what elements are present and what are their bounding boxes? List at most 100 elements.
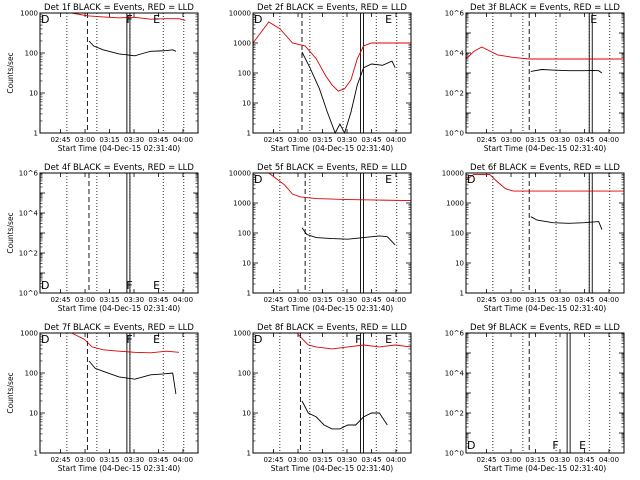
marker-e: E [385,13,392,26]
x-tick-label: 04:00 [599,456,619,464]
y-axis-label: Counts/sec [6,372,15,413]
x-tick-label: 04:00 [173,136,193,144]
x-tick-label: 03:30 [337,136,357,144]
y-tick-label: 100 [25,50,38,58]
y-tick-label: 10^2 [445,90,464,98]
x-tick-label: 03:45 [361,136,381,144]
marker-d: D [254,333,262,346]
x-tick-label: 03:15 [312,456,332,464]
x-tick-label: 03:30 [550,136,570,144]
y-tick-label: 10^2 [19,250,38,258]
y-tick-label: 1 [34,450,38,458]
x-tick-label: 03:45 [574,296,594,304]
panel-3: Det 3f BLACK = Events, RED = LLD 10^0 10^2… [445,3,625,153]
x-tick-label: 03:00 [501,456,521,464]
x-tick-label: 03:45 [361,456,381,464]
panel-4: Det 4f BLACK = Events, RED = LLD 10^0 10^2… [6,163,199,313]
y-tick-label: 100 [25,370,38,378]
marker-d: D [467,439,475,452]
y-tick-label: 10 [242,410,251,418]
x-axis-label: Start Time (04-Dec-15 02:31:40) [271,464,393,473]
x-tick-label: 02:45 [50,296,70,304]
y-tick-label: 10^0 [445,130,464,138]
x-tick-label: 03:45 [574,456,594,464]
y-tick-label: 100 [238,70,251,78]
x-tick-label: 02:45 [50,136,70,144]
y-tick-label: 1000 [233,330,251,338]
y-tick-label: 10 [242,260,251,268]
x-tick-label: 03:15 [99,136,119,144]
marker-f: F [126,279,132,292]
lld-series-line [252,21,411,92]
y-tick-label: 10^2 [445,410,464,418]
x-tick-label: 03:00 [501,296,521,304]
plot-frame [465,332,625,454]
x-tick-label: 04:00 [173,296,193,304]
lld-series-line [71,12,186,21]
plot-frame [252,332,412,454]
panel-title: Det 9f BLACK = Events, RED = LLD [470,323,620,333]
marker-d: D [467,173,475,186]
x-tick-label: 03:00 [288,296,308,304]
y-tick-label: 100 [238,370,251,378]
y-tick-label: 1000 [20,330,38,338]
y-tick-label: 10 [242,100,251,108]
panel-7: Det 7f BLACK = Events, RED = LLD 1 10 100 10… [6,323,199,473]
y-tick-label: 10^6 [445,330,465,338]
plot-frame [252,172,412,294]
panel-title: Det 6f BLACK = Events, RED = LLD [470,163,620,173]
x-axis-label: Start Time (04-Dec-15 02:31:40) [484,144,606,153]
y-tick-label: 1000 [233,40,251,48]
x-tick-label: 03:30 [550,456,570,464]
x-tick-label: 03:45 [361,296,381,304]
plot-frame [465,172,625,294]
marker-e: E [153,13,160,26]
panel-6: Det 6f BLACK = Events, RED = LLD 1 10 100 10… [442,163,625,313]
x-tick-label: 03:15 [525,296,545,304]
plot-frame [39,172,199,294]
lld-series-line [253,172,412,202]
y-tick-label: 100 [238,230,251,238]
panel-title: Det 1f BLACK = Events, RED = LLD [44,3,194,13]
x-tick-label: 03:30 [124,296,144,304]
x-axis-label: Start Time (04-Dec-15 02:31:40) [58,304,180,313]
y-tick-label: 100 [451,230,464,238]
y-tick-label: 1000 [20,10,38,18]
y-tick-label: 10000 [442,170,464,178]
events-series-line [88,360,177,394]
x-tick-label: 02:45 [476,296,496,304]
y-tick-label: 1 [247,450,251,458]
events-series-line [88,40,177,57]
x-tick-label: 03:15 [99,456,119,464]
marker-e: E [590,13,597,26]
x-tick-label: 03:15 [312,136,332,144]
x-tick-label: 03:00 [75,456,95,464]
x-tick-label: 03:00 [288,136,308,144]
x-tick-label: 02:45 [476,136,496,144]
y-tick-label: 10000 [229,170,251,178]
lld-series-line [465,173,624,192]
marker-f: F [126,333,132,346]
marker-d: D [254,173,262,186]
marker-d: D [41,333,49,346]
x-tick-label: 03:30 [337,296,357,304]
x-tick-label: 03:15 [312,296,332,304]
events-series-line [530,69,603,74]
lld-series-line [465,46,624,60]
x-axis-label: Start Time (04-Dec-15 02:31:40) [271,304,393,313]
y-tick-label: 10^4 [445,50,465,58]
y-tick-label: 10^0 [445,450,464,458]
events-series-line [301,400,388,430]
x-tick-label: 02:45 [476,456,496,464]
x-tick-label: 03:45 [574,136,594,144]
marker-e: E [385,173,392,186]
marker-f: F [126,13,132,26]
y-tick-label: 10^4 [445,370,465,378]
x-axis-label: Start Time (04-Dec-15 02:31:40) [58,144,180,153]
plot-frame [39,332,199,454]
x-tick-label: 02:45 [263,136,283,144]
x-tick-label: 03:00 [75,296,95,304]
y-tick-label: 10^6 [19,170,39,178]
events-series-line [530,216,603,230]
